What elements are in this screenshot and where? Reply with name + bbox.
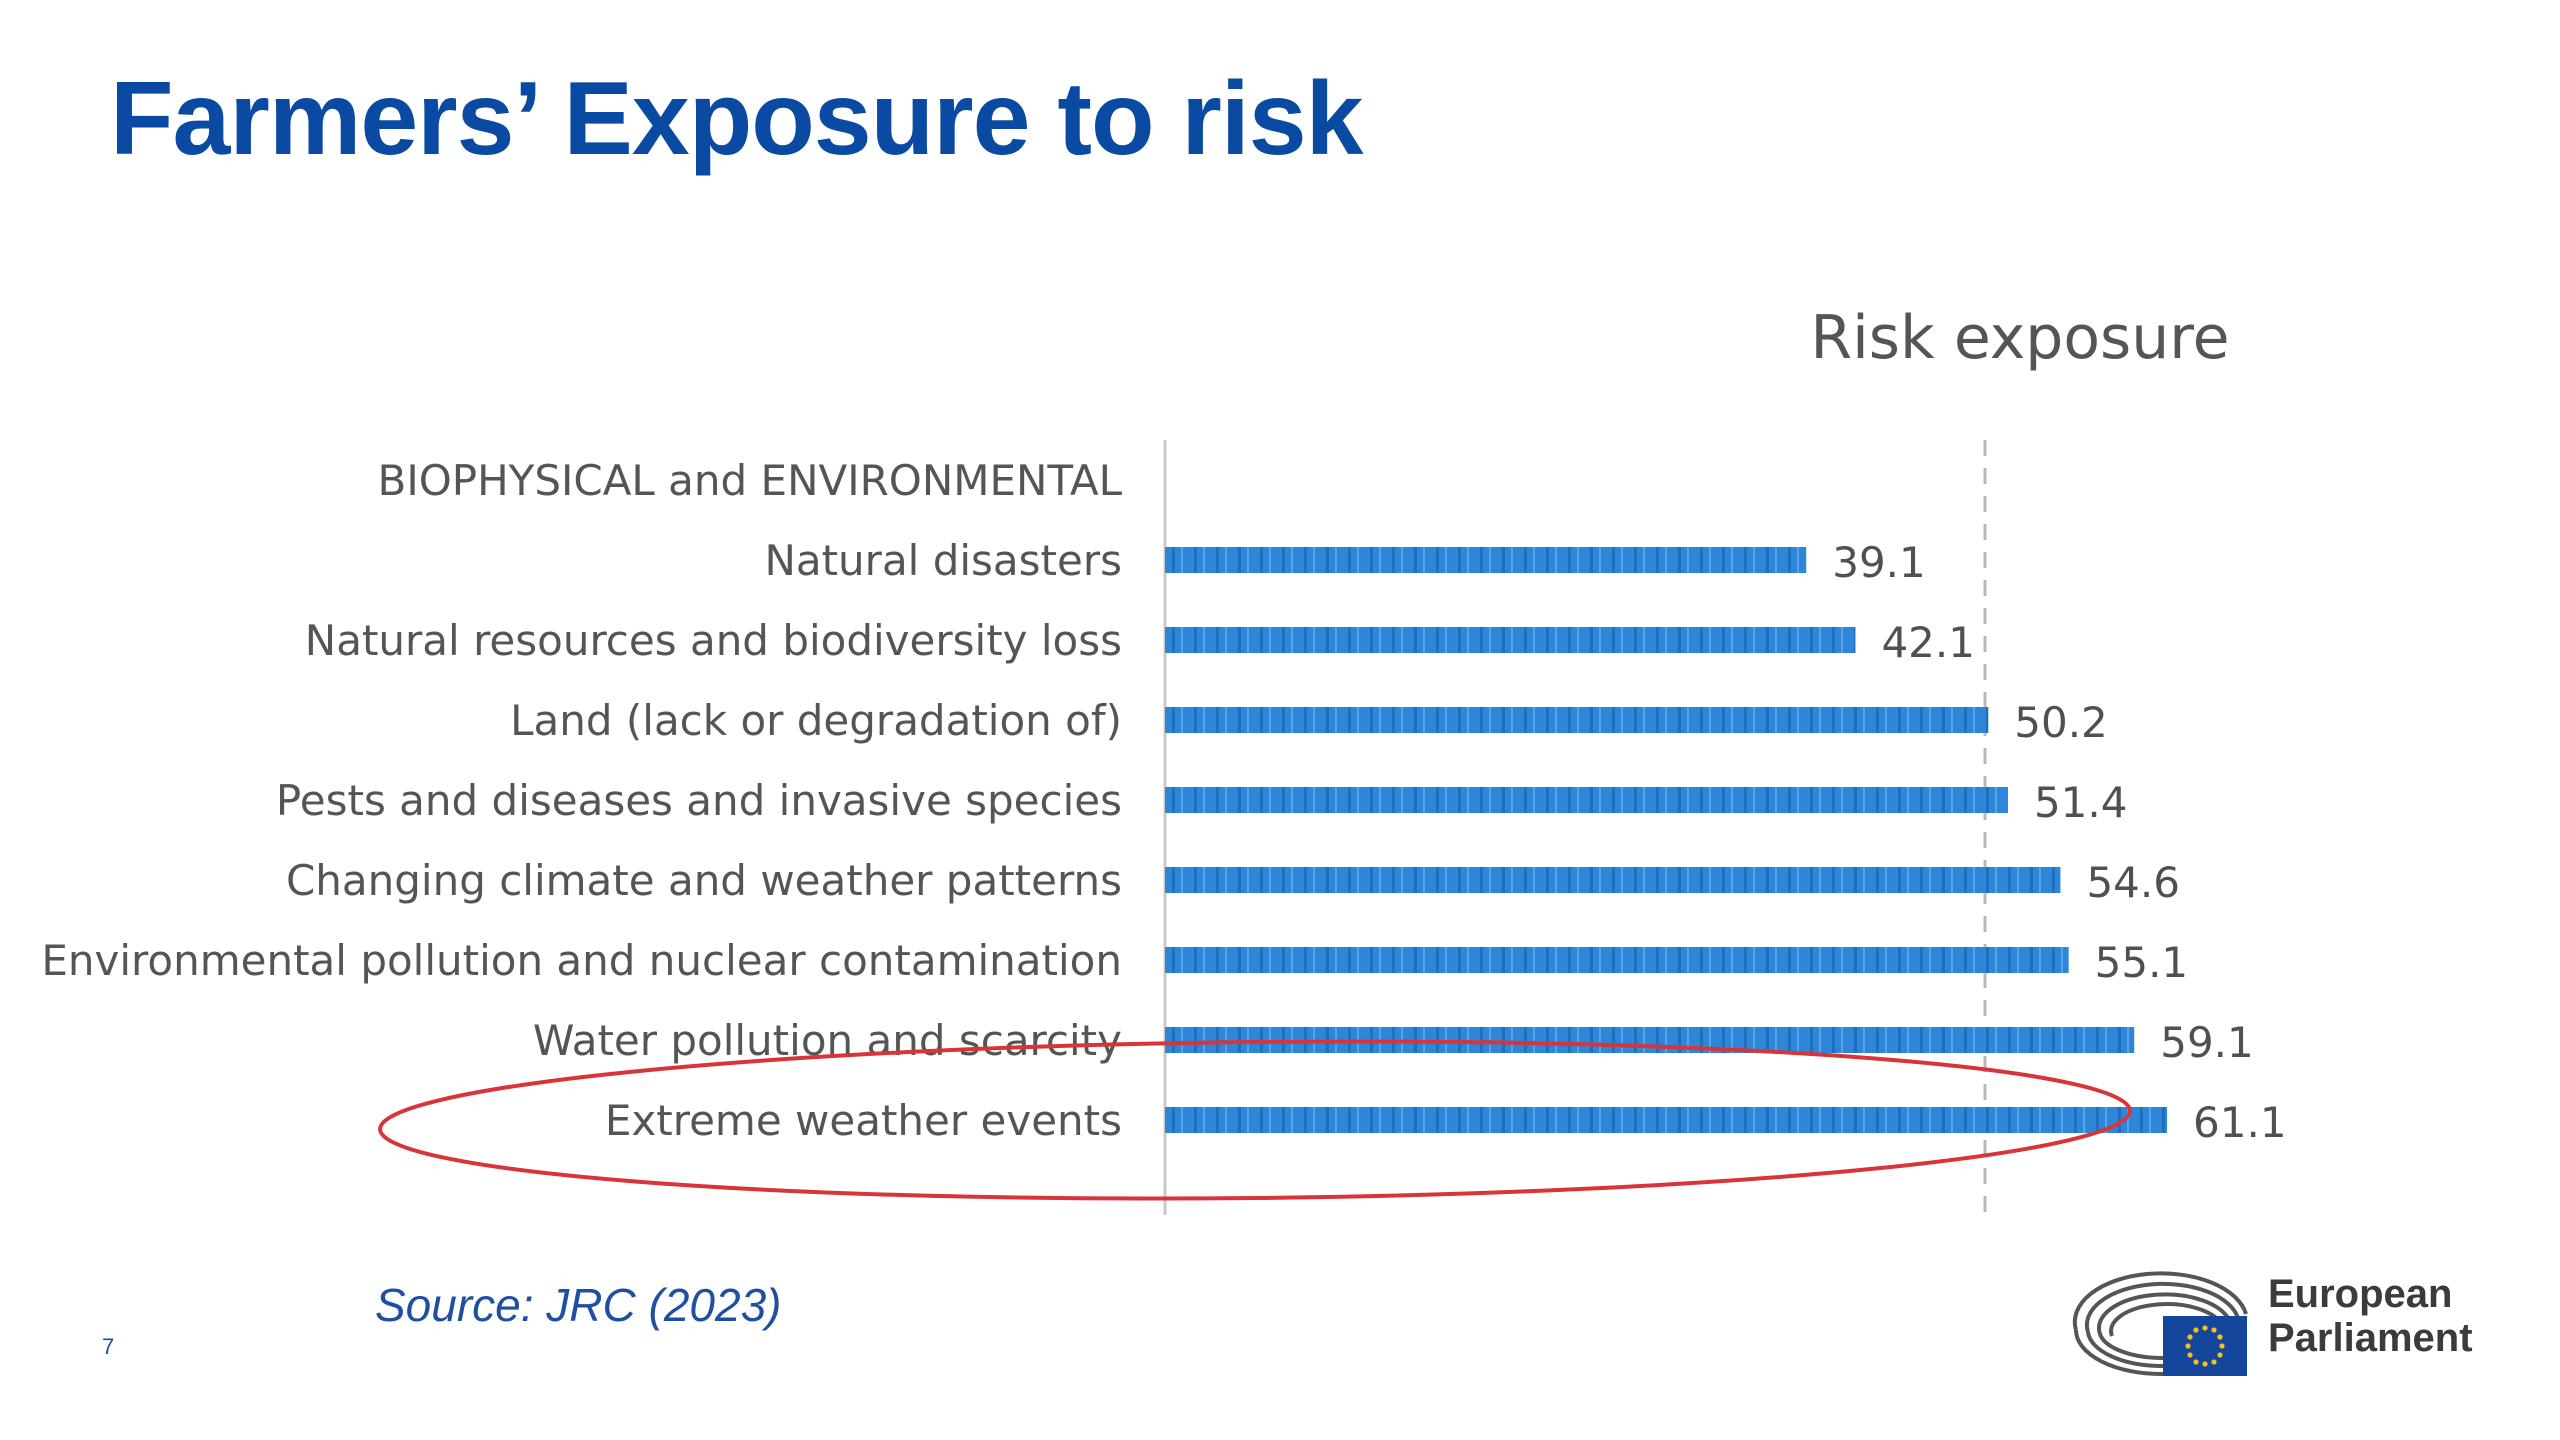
bar (1165, 947, 2069, 973)
slide-title: Farmers’ Exposure to risk (110, 61, 1363, 177)
bar (1165, 627, 1856, 653)
value-label: 61.1 (2193, 1098, 2287, 1147)
highlight-ellipse (378, 1039, 2132, 1201)
category-label: Extreme weather events (605, 1096, 1122, 1145)
category-label: Environmental pollution and nuclear cont… (41, 936, 1122, 985)
bar (1165, 1107, 2168, 1133)
group-label: BIOPHYSICAL and ENVIRONMENTAL (378, 456, 1123, 505)
value-label: 50.2 (2014, 698, 2108, 747)
category-label: Natural disasters (764, 536, 1122, 585)
value-label: 55.1 (2095, 938, 2189, 987)
category-label: Natural resources and biodiversity loss (305, 616, 1122, 665)
chart-title: Risk exposure (1810, 303, 2229, 373)
page-number: 7 (102, 1334, 115, 1359)
value-label: 51.4 (2034, 778, 2128, 827)
logo-text: European Parliament (2268, 1272, 2473, 1360)
category-label: Changing climate and weather patterns (286, 856, 1122, 905)
value-label: 39.1 (1832, 538, 1926, 587)
logo-line-european: European (2268, 1272, 2453, 1316)
logo-line-parliament: Parliament (2268, 1316, 2473, 1360)
bar (1165, 547, 1807, 573)
source-note: Source: JRC (2023) (375, 1279, 782, 1331)
bar (1165, 707, 1989, 733)
value-label: 54.6 (2086, 858, 2180, 907)
european-parliament-logo: European Parliament (2068, 1270, 2508, 1380)
category-label: Land (lack or degradation of) (510, 696, 1122, 745)
value-label: 42.1 (1881, 618, 1975, 667)
category-label: Pests and diseases and invasive species (276, 776, 1122, 825)
bar (1165, 867, 2061, 893)
hemicycle-flag-icon (2072, 1271, 2248, 1377)
value-label: 59.1 (2160, 1018, 2254, 1067)
bar (1165, 787, 2008, 813)
